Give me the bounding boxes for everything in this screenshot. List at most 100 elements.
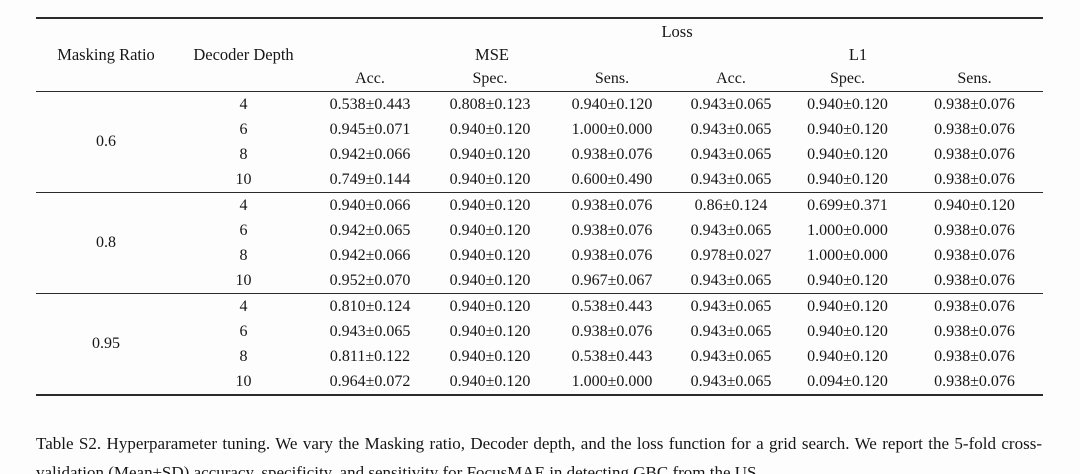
masking-ratio-cell: 0.8 bbox=[96, 234, 116, 251]
metric-cell: 0.940±0.120 bbox=[807, 322, 888, 340]
decoder-depth-cell: 4 bbox=[239, 297, 248, 315]
metric-cell: 0.938±0.076 bbox=[571, 322, 653, 340]
metric-cell: 0.940±0.120 bbox=[449, 347, 531, 365]
metric-cell: 0.538±0.443 bbox=[571, 347, 653, 365]
decoder-depth-cell: 8 bbox=[239, 347, 248, 365]
metric-cell: 1.000±0.000 bbox=[571, 120, 653, 138]
metric-cell: 0.943±0.065 bbox=[690, 322, 772, 340]
metric-cell: 0.938±0.076 bbox=[934, 297, 1015, 315]
decoder-depth-cell: 6 bbox=[239, 120, 248, 138]
metric-cell: 0.940±0.120 bbox=[449, 196, 531, 214]
header-spacer bbox=[36, 18, 311, 44]
metric-cell: 0.940±0.120 bbox=[449, 246, 531, 264]
metric-cell: 0.940±0.120 bbox=[807, 347, 888, 365]
metric-cell: 0.942±0.066 bbox=[329, 145, 411, 163]
metric-cell: 0.943±0.065 bbox=[690, 120, 772, 138]
metric-cell: 0.942±0.065 bbox=[329, 221, 411, 239]
metric-cell: 0.938±0.076 bbox=[934, 120, 1015, 138]
metric-cell: 0.943±0.065 bbox=[690, 170, 772, 188]
decoder-depth-cell: 4 bbox=[239, 196, 248, 214]
metric-cell: 0.943±0.065 bbox=[690, 221, 772, 239]
metric-cell: 0.952±0.070 bbox=[329, 271, 411, 289]
masking-ratio-group-0.8: 0.8 4 0.940±0.066 0.940±0.120 0.938±0.07… bbox=[36, 193, 1044, 294]
table-row: 10 0.749±0.144 0.940±0.120 0.600±0.490 0… bbox=[36, 167, 1043, 193]
table-row: 8 0.942±0.066 0.940±0.120 0.938±0.076 0.… bbox=[36, 243, 1043, 268]
metric-cell: 0.938±0.076 bbox=[571, 221, 653, 239]
table-row: 10 0.952±0.070 0.940±0.120 0.967±0.067 0… bbox=[36, 268, 1043, 294]
metric-cell: 0.094±0.120 bbox=[807, 372, 888, 390]
metric-cell: 0.938±0.076 bbox=[934, 246, 1015, 264]
metric-cell: 0.938±0.076 bbox=[934, 347, 1015, 365]
metric-cell: 0.943±0.065 bbox=[690, 95, 772, 113]
masking-ratio-cell: 0.6 bbox=[96, 133, 116, 150]
decoder-depth-cell: 10 bbox=[235, 372, 252, 390]
metric-cell: 0.940±0.120 bbox=[449, 170, 531, 188]
mse-sens-header: Sens. bbox=[594, 69, 630, 87]
metric-cell: 0.938±0.076 bbox=[934, 95, 1015, 113]
metric-cell: 1.000±0.000 bbox=[807, 221, 888, 239]
metric-cell: 0.938±0.076 bbox=[934, 145, 1015, 163]
header-row-metrics: Acc. Spec. Sens. Acc. Spec. Sens. bbox=[36, 66, 1043, 92]
l1-column-group-label: L1 bbox=[848, 45, 868, 64]
metric-cell: 0.940±0.120 bbox=[807, 145, 888, 163]
loss-column-group-label: Loss bbox=[661, 21, 693, 41]
metric-cell: 0.940±0.120 bbox=[571, 95, 653, 113]
decoder-depth-cell: 8 bbox=[239, 145, 248, 163]
metric-cell: 0.810±0.124 bbox=[329, 297, 411, 315]
header-spacer bbox=[36, 66, 176, 92]
metric-cell: 0.943±0.065 bbox=[690, 271, 772, 289]
metric-cell: 0.943±0.065 bbox=[690, 297, 772, 315]
metric-cell: 0.978±0.027 bbox=[690, 246, 772, 264]
metric-cell: 0.538±0.443 bbox=[571, 297, 653, 315]
table-row: 8 0.811±0.122 0.940±0.120 0.538±0.443 0.… bbox=[36, 344, 1043, 369]
l1-sens-header: Sens. bbox=[957, 69, 992, 87]
header-spacer bbox=[176, 66, 311, 92]
table-row: 6 0.943±0.065 0.940±0.120 0.938±0.076 0.… bbox=[36, 319, 1043, 344]
metric-cell: 0.940±0.120 bbox=[449, 145, 531, 163]
mse-acc-header: Acc. bbox=[355, 69, 385, 87]
decoder-depth-cell: 6 bbox=[239, 322, 248, 340]
masking-ratio-group-0.6: 0.6 4 0.538±0.443 0.808±0.123 0.940±0.12… bbox=[36, 92, 1044, 193]
metric-cell: 0.943±0.065 bbox=[690, 145, 772, 163]
metric-cell: 0.749±0.144 bbox=[329, 170, 411, 188]
metric-cell: 0.86±0.124 bbox=[694, 196, 768, 214]
hyperparameter-results-table: Loss Masking Ratio Decoder Depth MSE L1 … bbox=[36, 17, 1044, 396]
decoder-depth-header: Decoder Depth bbox=[193, 45, 294, 64]
metric-cell: 0.942±0.066 bbox=[329, 246, 411, 264]
metric-cell: 0.938±0.076 bbox=[934, 322, 1015, 340]
table-header: Loss Masking Ratio Decoder Depth MSE L1 … bbox=[36, 18, 1044, 92]
metric-cell: 0.943±0.065 bbox=[690, 372, 772, 390]
metric-cell: 0.940±0.066 bbox=[329, 196, 411, 214]
decoder-depth-cell: 10 bbox=[235, 271, 252, 289]
metric-cell: 0.967±0.067 bbox=[571, 271, 653, 289]
metric-cell: 0.808±0.123 bbox=[449, 95, 531, 113]
mse-column-group-label: MSE bbox=[475, 45, 509, 64]
metric-cell: 0.938±0.076 bbox=[571, 145, 653, 163]
table-row: 0.6 4 0.538±0.443 0.808±0.123 0.940±0.12… bbox=[36, 92, 1043, 151]
mse-spec-header: Spec. bbox=[472, 69, 508, 87]
metric-cell: 0.940±0.120 bbox=[807, 95, 888, 113]
decoder-depth-cell: 6 bbox=[239, 221, 248, 239]
metric-cell: 1.000±0.000 bbox=[807, 246, 888, 264]
header-row-loss: Loss bbox=[36, 18, 1043, 44]
metric-cell: 0.945±0.071 bbox=[329, 120, 411, 138]
decoder-depth-cell: 8 bbox=[239, 246, 248, 264]
metric-cell: 0.938±0.076 bbox=[934, 170, 1015, 188]
table-row: 6 0.942±0.065 0.940±0.120 0.938±0.076 0.… bbox=[36, 218, 1043, 243]
decoder-depth-cell: 4 bbox=[239, 95, 248, 113]
metric-cell: 0.940±0.120 bbox=[449, 322, 531, 340]
table-row: 10 0.964±0.072 0.940±0.120 1.000±0.000 0… bbox=[36, 369, 1043, 395]
metric-cell: 0.938±0.076 bbox=[571, 196, 653, 214]
metric-cell: 0.938±0.076 bbox=[934, 221, 1015, 239]
metric-cell: 0.938±0.076 bbox=[934, 372, 1015, 390]
metric-cell: 0.811±0.122 bbox=[329, 347, 411, 365]
metric-cell: 0.964±0.072 bbox=[329, 372, 411, 390]
metric-cell: 0.600±0.490 bbox=[571, 170, 653, 188]
masking-ratio-header: Masking Ratio bbox=[57, 45, 155, 64]
masking-ratio-group-0.95: 0.95 4 0.810±0.124 0.940±0.120 0.538±0.4… bbox=[36, 294, 1043, 396]
header-row-groups: Masking Ratio Decoder Depth MSE L1 bbox=[36, 44, 1043, 66]
metric-cell: 0.940±0.120 bbox=[449, 221, 531, 239]
metric-cell: 0.938±0.076 bbox=[571, 246, 653, 264]
metric-cell: 0.538±0.443 bbox=[329, 95, 411, 113]
